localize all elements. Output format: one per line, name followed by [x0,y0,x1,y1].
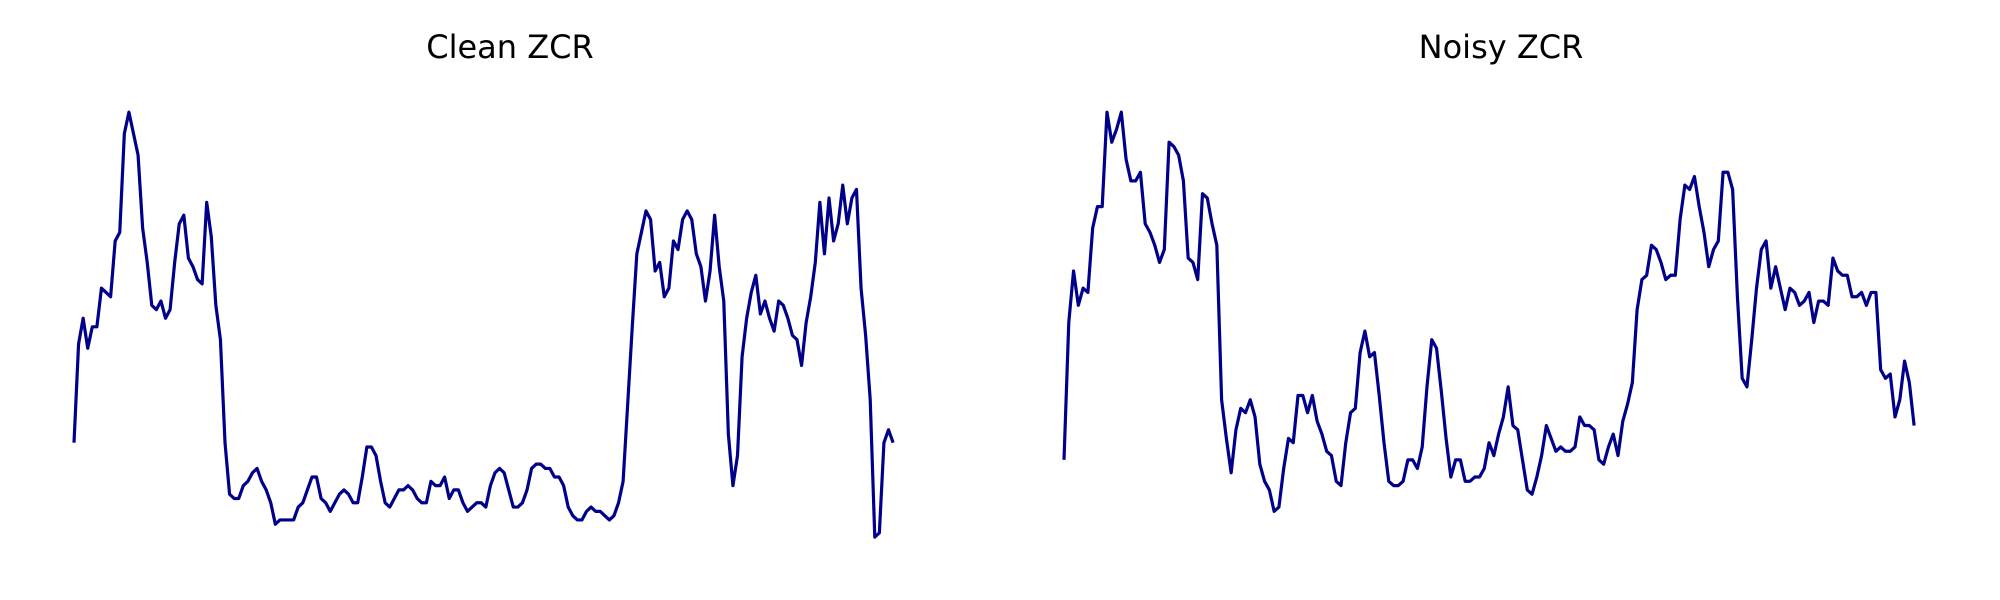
chart-title-clean: Clean ZCR [426,28,593,66]
chart-title-noisy: Noisy ZCR [1419,28,1584,66]
series-line-clean [72,110,895,539]
series-line-noisy [1062,110,1916,513]
chart-noisy-zcr: Noisy ZCR [1062,28,1916,513]
chart-clean-zcr: Clean ZCR [72,28,895,539]
